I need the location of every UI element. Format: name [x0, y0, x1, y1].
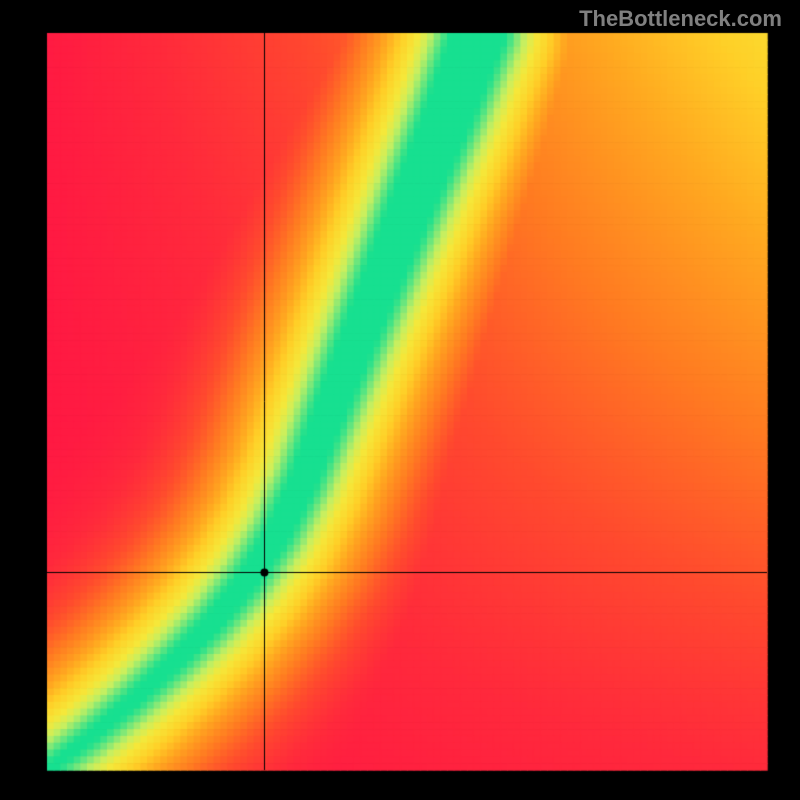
image-root: TheBottleneck.com	[0, 0, 800, 800]
heatmap-canvas	[0, 0, 800, 800]
watermark-text: TheBottleneck.com	[579, 6, 782, 32]
